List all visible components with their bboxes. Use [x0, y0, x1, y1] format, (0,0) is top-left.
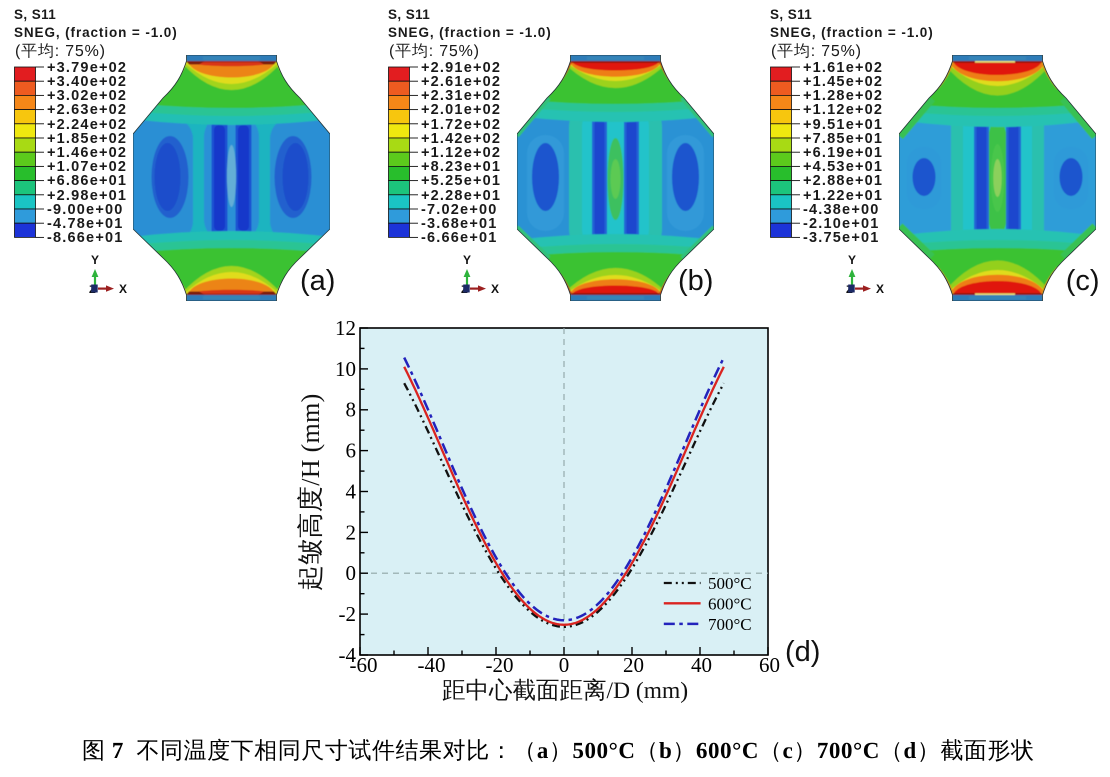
- svg-text:60: 60: [759, 653, 780, 677]
- svg-text:20: 20: [623, 653, 644, 677]
- svg-text:2: 2: [346, 520, 357, 544]
- svg-text:-2: -2: [339, 602, 357, 626]
- svg-text:X: X: [876, 282, 884, 296]
- svg-text:0: 0: [346, 561, 357, 585]
- svg-text:0: 0: [559, 653, 570, 677]
- svg-text:Y: Y: [463, 253, 471, 267]
- svg-text:600°C: 600°C: [708, 594, 752, 613]
- svg-text:6: 6: [346, 439, 357, 463]
- svg-text:700°C: 700°C: [708, 615, 752, 634]
- svg-text:8: 8: [346, 398, 357, 422]
- svg-text:-60: -60: [350, 653, 378, 677]
- svg-text:-40: -40: [418, 653, 446, 677]
- svg-text:X: X: [491, 282, 499, 296]
- svg-text:500°C: 500°C: [708, 574, 752, 593]
- svg-text:10: 10: [335, 357, 356, 381]
- svg-text:X: X: [119, 282, 127, 296]
- svg-text:40: 40: [691, 653, 712, 677]
- svg-text:Y: Y: [91, 253, 99, 267]
- svg-text:12: 12: [335, 316, 356, 340]
- svg-text:Y: Y: [848, 253, 856, 267]
- svg-text:-20: -20: [486, 653, 514, 677]
- svg-text:4: 4: [346, 479, 357, 503]
- svg-text:-4: -4: [339, 643, 357, 667]
